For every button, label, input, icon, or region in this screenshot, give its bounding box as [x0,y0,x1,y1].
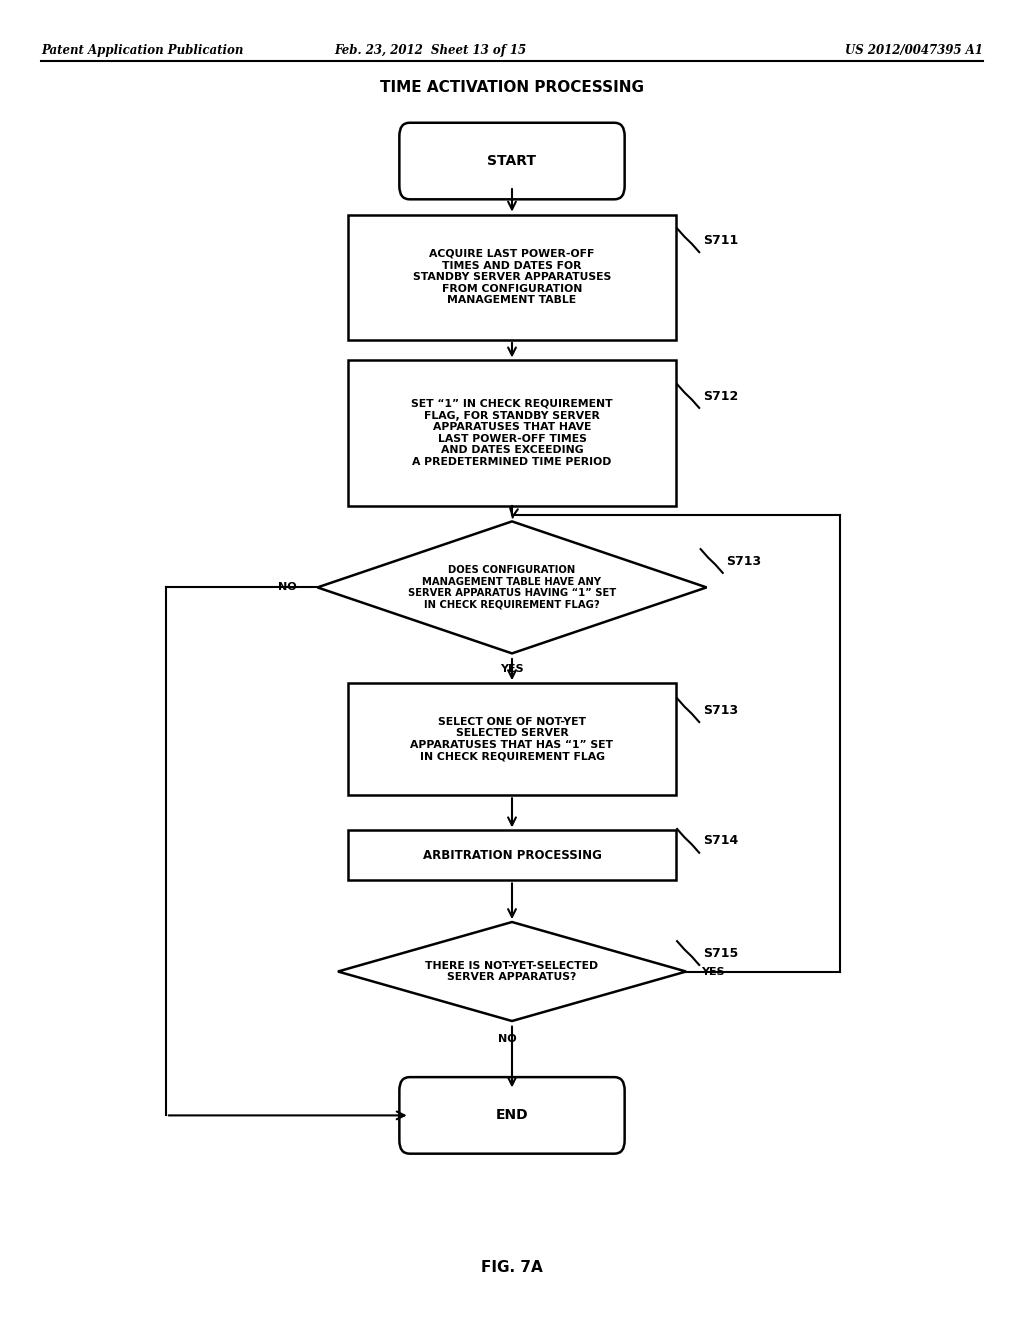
Bar [348,360,676,506]
Text: NO: NO [498,1035,516,1044]
FancyBboxPatch shape [399,123,625,199]
Text: FIG. 7A: FIG. 7A [481,1259,543,1275]
Text: US 2012/0047395 A1: US 2012/0047395 A1 [845,44,983,57]
Text: START: START [487,154,537,168]
Bar [348,682,676,795]
Bar [348,830,676,880]
Text: TIME ACTIVATION PROCESSING: TIME ACTIVATION PROCESSING [380,79,644,95]
Bar [348,214,676,339]
Text: SELECT ONE OF NOT-YET
SELECTED SERVER
APPARATUSES THAT HAS “1” SET
IN CHECK REQU: SELECT ONE OF NOT-YET SELECTED SERVER AP… [411,717,613,762]
Text: S715: S715 [702,946,738,960]
Text: YES: YES [500,664,524,675]
Text: ACQUIRE LAST POWER-OFF
TIMES AND DATES FOR
STANDBY SERVER APPARATUSES
FROM CONFI: ACQUIRE LAST POWER-OFF TIMES AND DATES F… [413,249,611,305]
Text: Feb. 23, 2012  Sheet 13 of 15: Feb. 23, 2012 Sheet 13 of 15 [334,44,526,57]
Text: S712: S712 [702,389,738,403]
Text: THERE IS NOT-YET-SELECTED
SERVER APPARATUS?: THERE IS NOT-YET-SELECTED SERVER APPARAT… [425,961,599,982]
Text: END: END [496,1109,528,1122]
Text: NO: NO [279,582,297,593]
Text: SET “1” IN CHECK REQUIREMENT
FLAG, FOR STANDBY SERVER
APPARATUSES THAT HAVE
LAST: SET “1” IN CHECK REQUIREMENT FLAG, FOR S… [412,399,612,467]
FancyBboxPatch shape [399,1077,625,1154]
Text: S713: S713 [702,704,738,717]
Text: S714: S714 [702,834,738,847]
Text: Patent Application Publication: Patent Application Publication [41,44,244,57]
Text: S711: S711 [702,234,738,247]
Text: S713: S713 [726,554,762,568]
Polygon shape [338,921,686,1022]
Text: ARBITRATION PROCESSING: ARBITRATION PROCESSING [423,849,601,862]
Polygon shape [317,521,707,653]
Text: DOES CONFIGURATION
MANAGEMENT TABLE HAVE ANY
SERVER APPARATUS HAVING “1” SET
IN : DOES CONFIGURATION MANAGEMENT TABLE HAVE… [408,565,616,610]
Text: YES: YES [701,966,725,977]
